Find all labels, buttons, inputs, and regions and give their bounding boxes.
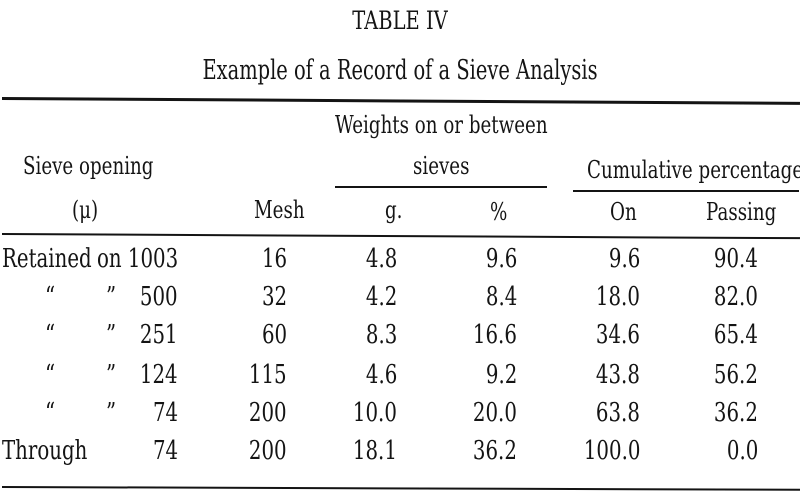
row-grams: 8.3: [365, 320, 397, 350]
row-passing: 36.2: [714, 398, 758, 428]
row-opening: 1003: [127, 244, 178, 274]
row-mesh: 60: [261, 320, 287, 350]
row-opening: 124: [140, 360, 178, 390]
row-label: “: [45, 398, 56, 428]
row-percent: 36.2: [473, 436, 517, 466]
header-mesh: Mesh: [254, 196, 305, 224]
header-grams: g.: [385, 196, 403, 224]
row-on: 18.0: [596, 282, 640, 312]
cumulative-group-rule: [573, 190, 799, 192]
row-grams: 18.1: [353, 436, 397, 466]
row-mesh: 200: [249, 398, 287, 428]
row-mesh: 115: [249, 360, 287, 390]
row-label: Through: [2, 436, 88, 466]
row-label: “: [45, 360, 56, 390]
table-caption: Example of a Record of a Sieve Analysis: [202, 55, 598, 86]
row-grams: 4.6: [365, 360, 397, 390]
row-mesh: 200: [249, 436, 287, 466]
row-passing: 65.4: [714, 320, 758, 350]
row-on: 100.0: [583, 436, 640, 466]
header-cumulative: Cumulative percentage: [587, 156, 800, 184]
row-percent: 9.6: [485, 244, 517, 274]
weights-group-rule: [335, 186, 547, 188]
header-weights-line1: Weights on or between: [335, 111, 548, 139]
row-opening: 500: [140, 282, 178, 312]
row-grams: 10.0: [353, 398, 397, 428]
row-grams: 4.2: [365, 282, 397, 312]
row-word: ”: [106, 320, 117, 350]
row-passing: 90.4: [714, 244, 758, 274]
row-label: “: [45, 320, 56, 350]
row-word: ”: [106, 360, 117, 390]
header-passing: Passing: [706, 198, 777, 226]
row-word: ”: [106, 282, 117, 312]
row-percent: 20.0: [473, 398, 517, 428]
row-passing: 56.2: [714, 360, 758, 390]
row-on: 43.8: [596, 360, 640, 390]
row-mesh: 16: [261, 244, 287, 274]
row-percent: 16.6: [473, 320, 517, 350]
header-sieve-opening: Sieve opening: [23, 152, 154, 180]
row-on: 9.6: [608, 244, 640, 274]
row-on: 34.6: [596, 320, 640, 350]
row-word: on: [97, 244, 122, 274]
row-percent: 9.2: [485, 360, 517, 390]
table-title: TABLE IV: [352, 6, 448, 35]
header-weights-line2: sieves: [413, 152, 470, 180]
row-grams: 4.8: [365, 244, 397, 274]
row-label: Retained: [2, 244, 92, 274]
row-mesh: 32: [261, 282, 287, 312]
row-on: 63.8: [596, 398, 640, 428]
row-opening: 74: [152, 436, 178, 466]
header-on: On: [610, 198, 637, 226]
top-rule: [1, 97, 800, 105]
bottom-rule: [1, 486, 800, 491]
row-passing: 0.0: [726, 436, 758, 466]
row-word: ”: [106, 398, 117, 428]
row-passing: 82.0: [714, 282, 758, 312]
row-label: “: [45, 282, 56, 312]
header-sieve-unit: (μ): [72, 196, 99, 224]
header-bottom-rule: [1, 233, 800, 240]
row-percent: 8.4: [485, 282, 517, 312]
header-percent: %: [490, 198, 508, 226]
row-opening: 74: [152, 398, 178, 428]
row-opening: 251: [140, 320, 178, 350]
